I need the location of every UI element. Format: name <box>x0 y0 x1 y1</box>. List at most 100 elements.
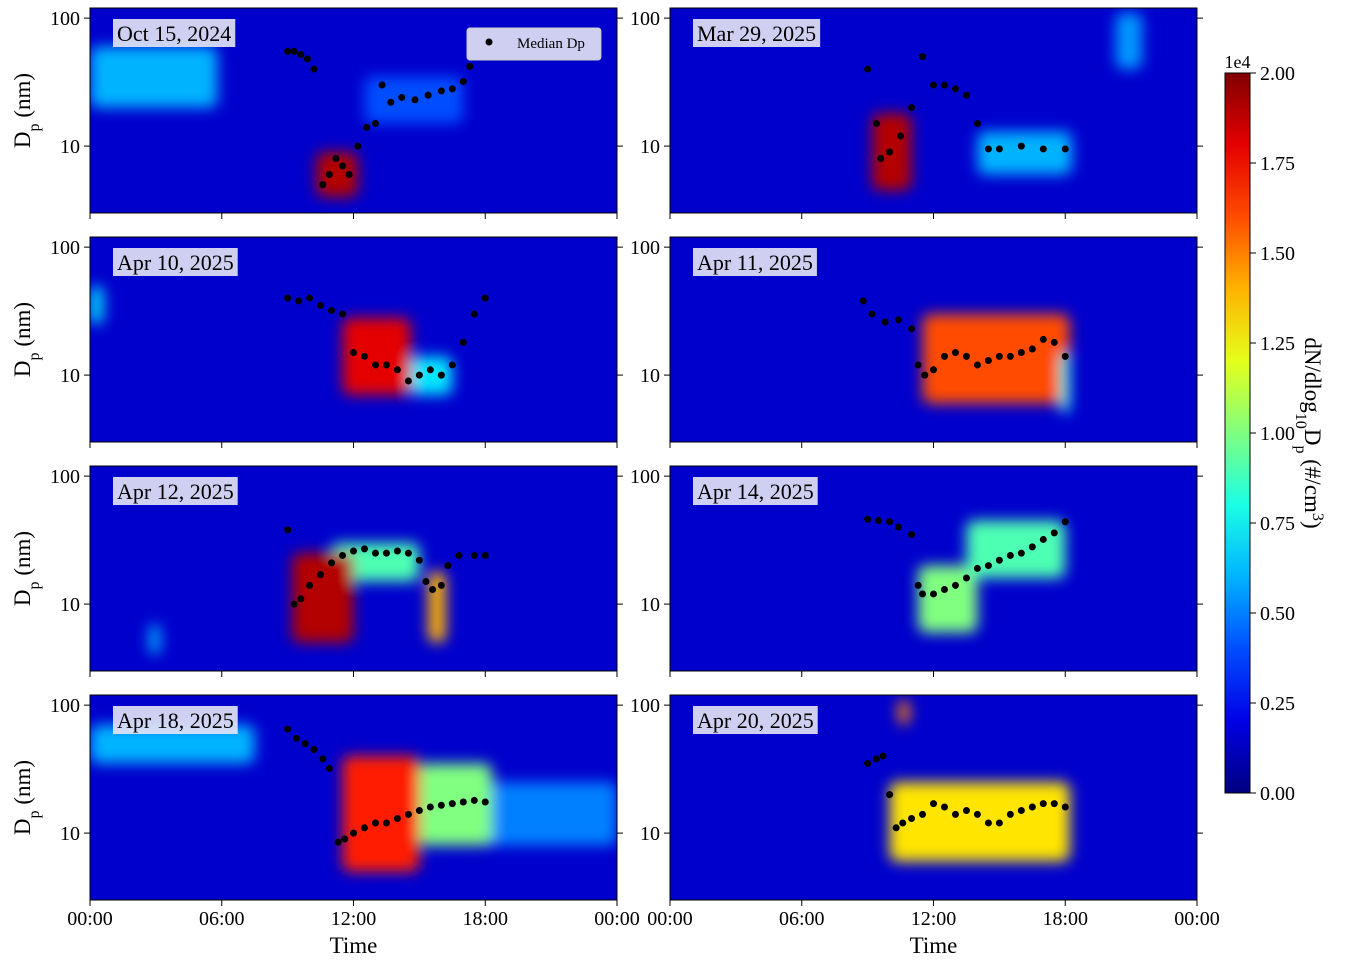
label-part: dN/dlog <box>1300 337 1325 413</box>
median-point <box>310 65 318 73</box>
median-point <box>339 162 347 170</box>
median-point <box>859 297 867 305</box>
median-point <box>908 815 916 823</box>
heatmap-region <box>1060 352 1070 414</box>
median-point <box>350 349 357 357</box>
median-point <box>459 77 467 85</box>
median-point <box>415 556 423 564</box>
panel-title: Apr 18, 2025 <box>117 708 234 733</box>
median-point <box>481 551 489 559</box>
y-tick-label: 100 <box>50 8 80 30</box>
label-part: (#/cm <box>1300 454 1325 514</box>
median-point <box>864 515 872 523</box>
y-tick-label: 100 <box>50 695 80 717</box>
median-point <box>459 338 467 346</box>
x-tick-label: 18:00 <box>1042 908 1088 930</box>
median-point <box>973 361 981 369</box>
median-point <box>995 352 1003 360</box>
heatmap-region <box>898 699 910 725</box>
heatmap-region <box>90 724 255 764</box>
x-tick-label: 00:00 <box>1174 908 1220 930</box>
median-point <box>295 297 303 305</box>
legend-box <box>466 27 602 61</box>
y-tick-label: 10 <box>640 823 660 845</box>
panel: 10 100 Mar 29, 2025 <box>630 7 1203 219</box>
heatmap-region <box>922 314 1070 404</box>
median-point <box>455 551 463 559</box>
median-point <box>332 154 340 162</box>
panel-title: Mar 29, 2025 <box>697 21 816 46</box>
median-point <box>328 559 336 567</box>
median-point <box>951 581 959 589</box>
median-point <box>919 53 927 61</box>
median-point <box>306 294 314 302</box>
x-axis-label: Time <box>910 933 958 958</box>
median-point <box>1039 535 1047 543</box>
median-point <box>448 800 456 808</box>
median-point <box>940 803 948 811</box>
x-tick-label: 06:00 <box>199 908 245 930</box>
median-point <box>398 93 406 101</box>
median-point <box>886 518 894 526</box>
x-tick-label: 00:00 <box>594 908 640 930</box>
label-part: 10 <box>1293 413 1310 429</box>
title-box <box>693 19 821 47</box>
median-point <box>1006 352 1014 360</box>
median-point <box>437 801 445 809</box>
median-point <box>881 318 889 326</box>
x-tick-label: 00:00 <box>67 908 113 930</box>
median-point <box>1061 803 1069 811</box>
heatmap-region <box>485 782 617 846</box>
median-point <box>350 547 357 555</box>
median-point <box>886 148 894 156</box>
y-tick-label: 10 <box>60 365 80 387</box>
title-box <box>113 19 236 47</box>
y-tick-label: 10 <box>60 594 80 616</box>
panel: 10 100 Oct 15, 2024 Median Dp <box>50 7 623 219</box>
median-point <box>393 366 401 374</box>
heatmap-region <box>918 565 978 633</box>
median-point <box>284 526 292 534</box>
median-point <box>872 120 880 128</box>
median-point <box>894 316 902 324</box>
label-part: ) <box>1300 521 1325 529</box>
median-point <box>297 595 305 603</box>
median-point <box>481 798 489 806</box>
median-point <box>914 361 922 369</box>
median-point <box>973 564 981 572</box>
median-point <box>892 824 900 832</box>
median-point <box>360 545 368 553</box>
median-point <box>382 819 390 827</box>
panel-title: Oct 15, 2024 <box>117 21 231 46</box>
median-point <box>930 366 937 374</box>
median-point <box>940 352 948 360</box>
panel-title: Apr 14, 2025 <box>697 479 814 504</box>
median-point <box>930 590 937 598</box>
heatmap-region <box>90 285 104 325</box>
median-point <box>290 600 298 608</box>
colorbar <box>1224 72 1251 794</box>
x-tick-label: 18:00 <box>462 908 508 930</box>
label-part: p <box>1293 445 1310 453</box>
panel: 10 100 Apr 10, 2025 <box>50 236 623 448</box>
y-tick-label: 100 <box>630 466 660 488</box>
title-box <box>113 248 238 276</box>
median-point <box>437 581 445 589</box>
median-point <box>1050 338 1058 346</box>
median-point <box>899 819 907 827</box>
x-tick-label: 06:00 <box>779 908 825 930</box>
median-point <box>951 810 959 818</box>
median-point <box>995 819 1003 827</box>
panel: 10 100 00:00 06:00 12:00 18:00 00:00 Time Apr 18… <box>50 694 640 958</box>
median-point <box>962 91 970 99</box>
median-point <box>303 55 311 63</box>
colorbar-tick-label: 1.50 <box>1260 243 1295 265</box>
median-point <box>481 294 489 302</box>
panel-title: Apr 20, 2025 <box>697 708 814 733</box>
median-point <box>411 96 419 104</box>
heatmap-region <box>889 782 1070 862</box>
median-point <box>984 819 992 827</box>
panel: 10 100 Apr 11, 2025 <box>630 236 1203 448</box>
title-box <box>693 477 818 505</box>
median-point <box>404 549 412 557</box>
